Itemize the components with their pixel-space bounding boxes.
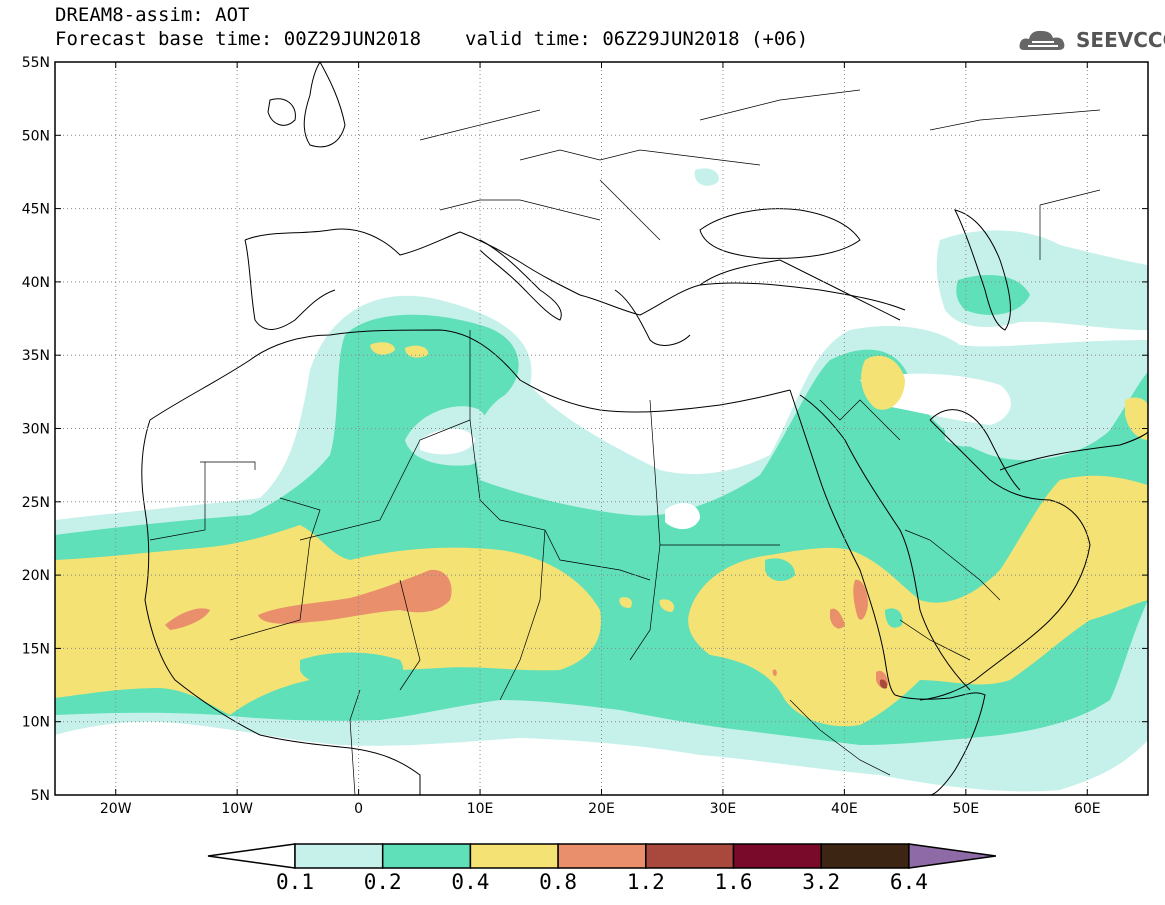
aot-contour-0.8 (165, 569, 888, 688)
lat-label: 5N (31, 788, 50, 804)
lat-label: 15N (22, 641, 50, 657)
lon-label: 10E (467, 801, 494, 817)
lon-label: 40E (831, 801, 858, 817)
lon-label: 50E (952, 801, 979, 817)
cloud-logo-icon (1019, 30, 1065, 50)
colorbar-box (557, 843, 647, 869)
colorbar-label: 0.1 (276, 870, 314, 894)
base-time: Forecast base time: 00Z29JUN2018 (55, 28, 422, 50)
lon-label: 20E (588, 801, 615, 817)
colorbar-label: 0.2 (363, 870, 402, 894)
country-borders (149, 89, 1101, 795)
lat-label: 25N (22, 495, 50, 511)
lat-label: 55N (22, 55, 50, 71)
lat-label: 30N (22, 422, 50, 438)
lat-label: 10N (22, 715, 50, 731)
lon-label: 60E (1074, 801, 1101, 817)
colorbar-label: 1.6 (714, 870, 753, 894)
colorbar (207, 843, 997, 869)
colorbar-box (469, 843, 559, 869)
colorbar-box (645, 843, 735, 869)
map-title: DREAM8-assim: AOT (55, 4, 250, 26)
colorbar-box (381, 843, 472, 869)
colorbar-box (820, 843, 910, 869)
seevccc-logo: SEEVCCC (1018, 26, 1165, 56)
coastlines (141, 62, 1148, 795)
aot-field (55, 62, 1148, 795)
lon-label: 0 (354, 801, 363, 817)
lon-label: 20W (100, 801, 132, 817)
logo-text: SEEVCCC (1076, 28, 1165, 52)
lat-label: 40N (22, 275, 50, 291)
lat-label: 50N (22, 128, 50, 144)
colorbar-max-arrow (908, 843, 997, 869)
valid-time: valid time: 06Z29JUN2018 (+06) (465, 28, 809, 50)
time-info: Forecast base time: 00Z29JUN2018 valid ti… (55, 28, 808, 50)
map-axes: 55N 50N 45N 40N 35N 30N 25N 20N 15N 10N 5N 20W 10W 0 1… (22, 55, 1148, 817)
lat-label: 35N (22, 348, 50, 364)
colorbar-label: 0.8 (539, 870, 578, 894)
aot-contour-1.2 (879, 679, 888, 689)
colorbar-label: 1.2 (626, 870, 665, 894)
lat-label: 45N (22, 202, 50, 218)
lon-label: 30E (710, 801, 737, 817)
colorbar-box (294, 843, 384, 869)
lon-label: 10W (221, 801, 253, 817)
lat-label: 20N (22, 568, 50, 584)
colorbar-label: 6.4 (889, 870, 928, 894)
colorbar-label: 0.4 (451, 870, 490, 894)
colorbar-label: 3.2 (802, 870, 841, 894)
colorbar-min-arrow (207, 843, 296, 869)
colorbar-box (732, 843, 822, 869)
